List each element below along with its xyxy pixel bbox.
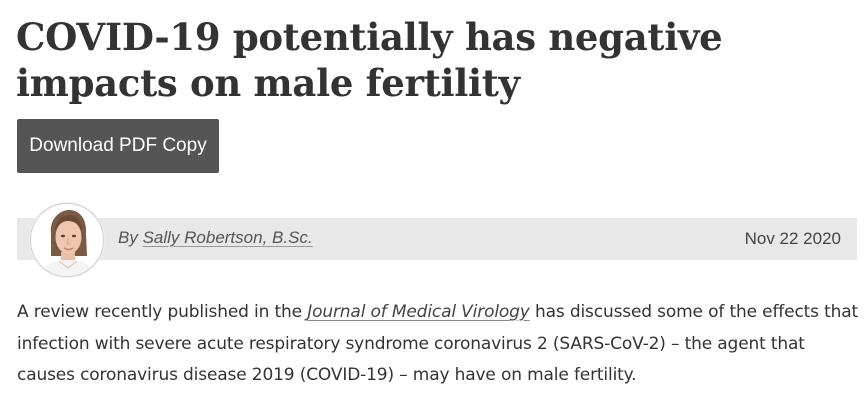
byline: By Sally Robertson, B.Sc. [118,228,313,248]
author-avatar[interactable] [30,203,104,277]
publish-date: Nov 22 2020 [744,229,841,248]
paragraph-text-end: has discussed some of the effects that i… [17,302,859,385]
byline-prefix: By [118,228,143,247]
paragraph-text-start: A review recently published in the [17,302,308,322]
journal-link[interactable]: Journal of Medical Virology [307,302,530,322]
article-headline: COVID-19 potentially has negative impact… [16,15,723,105]
author-link[interactable]: Sally Robertson, B.Sc. [142,228,313,247]
download-pdf-button[interactable]: Download PDF Copy [17,119,219,173]
byline-bar [17,218,857,260]
author-avatar-icon [31,204,103,276]
article-paragraph: A review recently published in the Journ… [17,297,862,392]
